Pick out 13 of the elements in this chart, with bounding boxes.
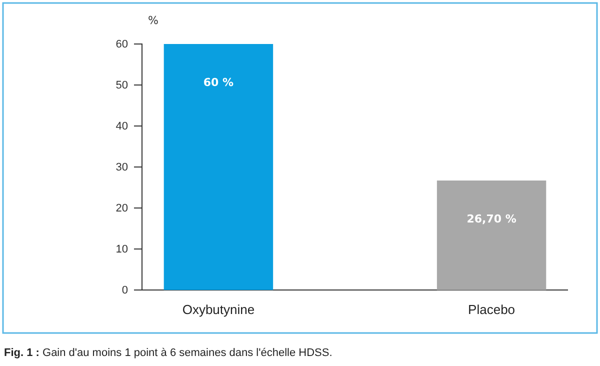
y-tick-label: 0 xyxy=(122,284,128,297)
y-tick-label: 60 xyxy=(116,38,128,51)
y-axis-title: % xyxy=(148,14,158,27)
caption: Fig. 1 : Gain d'au moins 1 point à 6 semaines dans l'échelle HDSS. xyxy=(4,347,332,359)
y-tick-label: 30 xyxy=(116,162,128,174)
x-tick-label: Placebo xyxy=(468,302,516,317)
y-tick-label: 20 xyxy=(116,202,128,215)
data-label: 60 % xyxy=(203,76,234,89)
y-tick-label: 10 xyxy=(116,244,128,256)
y-tick-label: 50 xyxy=(116,80,128,92)
x-tick-label: Oxybutynine xyxy=(182,302,255,317)
y-tick-label: 40 xyxy=(116,120,128,133)
data-label: 26,70 % xyxy=(466,212,516,226)
